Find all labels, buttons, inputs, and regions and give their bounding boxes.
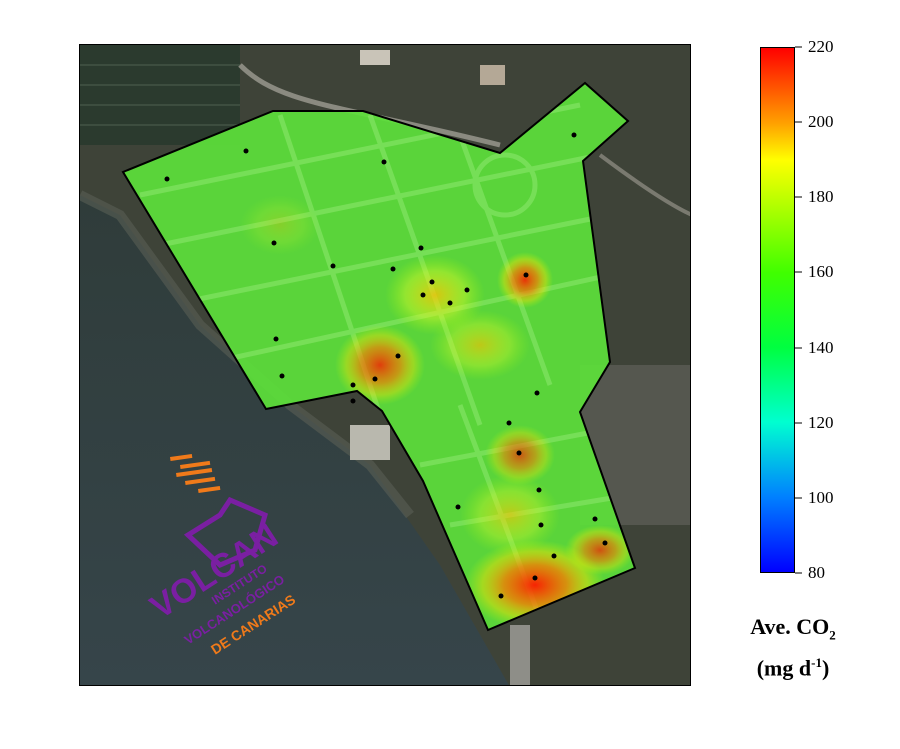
sampling-point: [273, 336, 279, 342]
colorbar-title-line-2: (mg d-1): [728, 649, 858, 682]
colorbar-variable: Ave. CO: [750, 614, 830, 639]
sampling-point: [551, 553, 557, 559]
sampling-point: [350, 398, 356, 404]
hotspot-south-west: [460, 475, 560, 555]
sampling-point: [429, 279, 435, 285]
farmland: [80, 45, 240, 145]
sampling-point: [243, 148, 249, 154]
sampling-point: [271, 240, 277, 246]
colorbar-tick-label: 80: [808, 563, 825, 582]
sampling-point: [447, 300, 453, 306]
sampling-point: [534, 390, 540, 396]
building-north-2: [480, 65, 505, 85]
colorbar: [760, 47, 795, 573]
map-panel[interactable]: VOLCAN INSTITUTO VOLCANOLÓGICO DE CANARI…: [79, 44, 691, 686]
sampling-point: [164, 176, 170, 182]
road-east: [598, 153, 690, 217]
colorbar-tick-label: 200: [808, 112, 834, 131]
hotspot-west-faint: [240, 195, 320, 255]
sampling-point: [420, 292, 426, 298]
sampling-point: [464, 287, 470, 293]
building-north: [360, 50, 390, 65]
colorbar-tick-label: 160: [808, 262, 834, 281]
sampling-point: [418, 245, 424, 251]
colorbar-unit-prefix: (mg d: [756, 655, 812, 681]
sampling-point: [372, 376, 378, 382]
sampling-point: [350, 382, 356, 388]
colorbar-title: Ave. CO2 (mg d-1): [728, 613, 858, 683]
pier: [510, 625, 530, 685]
sampling-point: [381, 159, 387, 165]
sampling-point: [506, 420, 512, 426]
sampling-point: [538, 522, 544, 528]
colorbar-tick-label: 180: [808, 187, 834, 206]
co2-hotspots: [240, 195, 635, 630]
hotspot-southeast: [565, 525, 635, 575]
sea-area: [80, 195, 509, 685]
farm-rows: [80, 64, 240, 126]
sampling-point: [455, 504, 461, 510]
sampling-point: [523, 272, 529, 278]
sampling-point: [390, 266, 396, 272]
logo-emblem-frame: [183, 496, 269, 568]
colorbar-unit-suffix: ): [821, 655, 830, 681]
road-north: [238, 63, 501, 148]
sampling-point: [571, 132, 577, 138]
hotspot-central: [335, 325, 425, 405]
colorbar-tick-label: 100: [808, 488, 834, 507]
sampling-points: [164, 132, 608, 599]
colorbar-title-line-1: Ave. CO2: [728, 613, 858, 649]
logo-emblem-stripes: [170, 453, 221, 493]
sampling-point: [279, 373, 285, 379]
colorbar-tick-label: 120: [808, 413, 834, 432]
co2-map: VOLCAN INSTITUTO VOLCANOLÓGICO DE CANARI…: [80, 45, 690, 685]
hotspot-center-ridge: [430, 310, 530, 380]
colorbar-variable-subscript: 2: [829, 627, 836, 643]
colorbar-unit-exponent: -1: [811, 655, 822, 671]
building-port: [350, 425, 390, 460]
sampling-point: [592, 516, 598, 522]
sampling-point: [395, 353, 401, 359]
colorbar-tick-label: 220: [808, 37, 834, 56]
hotspot-east: [497, 252, 553, 308]
sampling-point: [532, 575, 538, 581]
study-area-outline: [121, 81, 637, 632]
sampling-point: [498, 593, 504, 599]
colorbar-ticks: [795, 46, 802, 574]
sampling-point: [536, 487, 542, 493]
sampling-point: [602, 540, 608, 546]
sampling-point: [330, 263, 336, 269]
colorbar-tick-label: 140: [808, 338, 834, 357]
sampling-point: [516, 450, 522, 456]
